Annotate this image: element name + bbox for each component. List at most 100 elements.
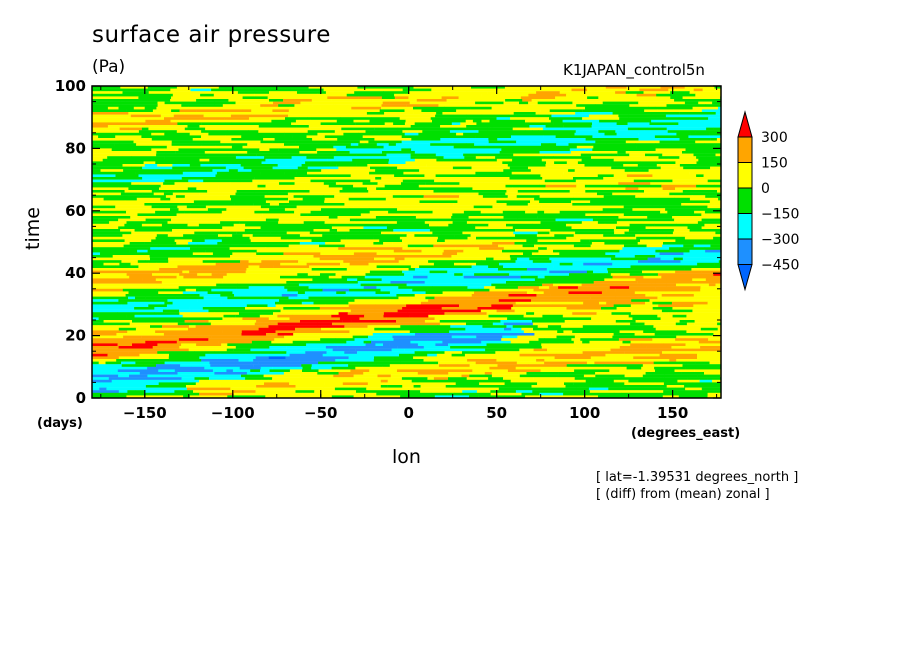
field-cell [269, 369, 291, 373]
field-cell [451, 288, 479, 292]
field-cell [433, 190, 468, 193]
field-cell [92, 242, 130, 245]
field-cell [569, 273, 605, 276]
field-cell [353, 252, 377, 256]
field-cell [454, 135, 476, 139]
field-cell [655, 369, 675, 373]
field-cell [676, 247, 692, 250]
field-cell [697, 374, 721, 378]
field-cell [708, 283, 716, 287]
field-cell [559, 252, 568, 256]
field-cell [178, 278, 217, 282]
field-cell [439, 322, 467, 326]
field-cell [665, 288, 679, 292]
field-cell [279, 283, 300, 287]
field-cell [211, 273, 219, 276]
field-row [92, 374, 722, 378]
field-cell [272, 377, 283, 380]
field-cell [707, 395, 722, 399]
field-cell [697, 221, 722, 224]
field-cell [92, 359, 102, 362]
field-cell [291, 156, 307, 159]
field-cell [177, 265, 198, 269]
field-cell [613, 351, 625, 354]
field-cell [352, 158, 390, 162]
field-cell [666, 385, 685, 388]
field-cell [497, 364, 529, 367]
field-cell [434, 395, 470, 399]
field-cell [503, 322, 534, 326]
field-cell [574, 377, 610, 380]
field-row [92, 307, 722, 310]
field-cell [681, 372, 705, 375]
field-cell [675, 327, 702, 331]
field-row [92, 231, 722, 235]
field-cell [566, 296, 591, 300]
field-cell [565, 385, 596, 388]
field-cell [584, 210, 624, 214]
field-cell [141, 239, 152, 243]
field-cell [394, 174, 416, 178]
field-cell [155, 161, 183, 165]
field-cell [122, 164, 146, 167]
field-row [92, 330, 722, 334]
field-cell [423, 346, 451, 349]
field-cell [462, 351, 496, 354]
field-cell [552, 182, 579, 185]
field-cell [175, 296, 204, 300]
field-cell [395, 234, 407, 237]
field-cell [528, 101, 538, 105]
field-cell [230, 244, 269, 248]
field-cell [344, 244, 371, 248]
field-cell [116, 325, 151, 328]
field-cell [357, 86, 368, 89]
field-cell [344, 203, 376, 206]
field-cell [214, 351, 250, 354]
field-cell [450, 86, 472, 89]
field-row [92, 366, 722, 370]
field-cell [537, 210, 545, 214]
field-cell [201, 135, 226, 139]
field-cell [318, 143, 352, 146]
field-cell [385, 174, 395, 178]
field-cell [567, 192, 577, 196]
field-cell [328, 184, 340, 188]
field-cell [647, 335, 677, 339]
field-cell [284, 335, 325, 339]
field-cell [481, 340, 511, 344]
field-cell [324, 340, 332, 344]
field-cell [272, 366, 303, 370]
field-cell [278, 148, 317, 152]
field-cell [414, 174, 425, 178]
field-cell [708, 351, 722, 354]
field-cell [364, 314, 384, 318]
field-cell [283, 252, 321, 256]
field-cell [623, 213, 664, 217]
field-cell [199, 125, 222, 128]
field-cell [156, 153, 167, 157]
field-cell [108, 91, 123, 94]
field-cell [150, 325, 163, 328]
field-cell [302, 197, 325, 201]
field-cell [295, 249, 320, 253]
field-cell [131, 156, 165, 159]
field-cell [270, 242, 301, 245]
field-cell [123, 317, 150, 321]
field-cell [532, 296, 568, 300]
field-cell [121, 304, 136, 308]
field-cell [718, 101, 722, 105]
field-cell [143, 161, 156, 165]
field-cell [481, 260, 516, 263]
field-cell [215, 151, 248, 154]
field-cell [692, 309, 717, 313]
field-cell [145, 208, 156, 211]
field-cell [106, 369, 119, 373]
field-cell [678, 122, 694, 126]
field-cell [591, 125, 619, 128]
field-cell [659, 140, 672, 144]
field-cell [411, 148, 441, 152]
field-cell [485, 177, 510, 180]
field-cell [135, 327, 162, 331]
field-cell [519, 353, 557, 357]
field-cell [595, 374, 625, 378]
